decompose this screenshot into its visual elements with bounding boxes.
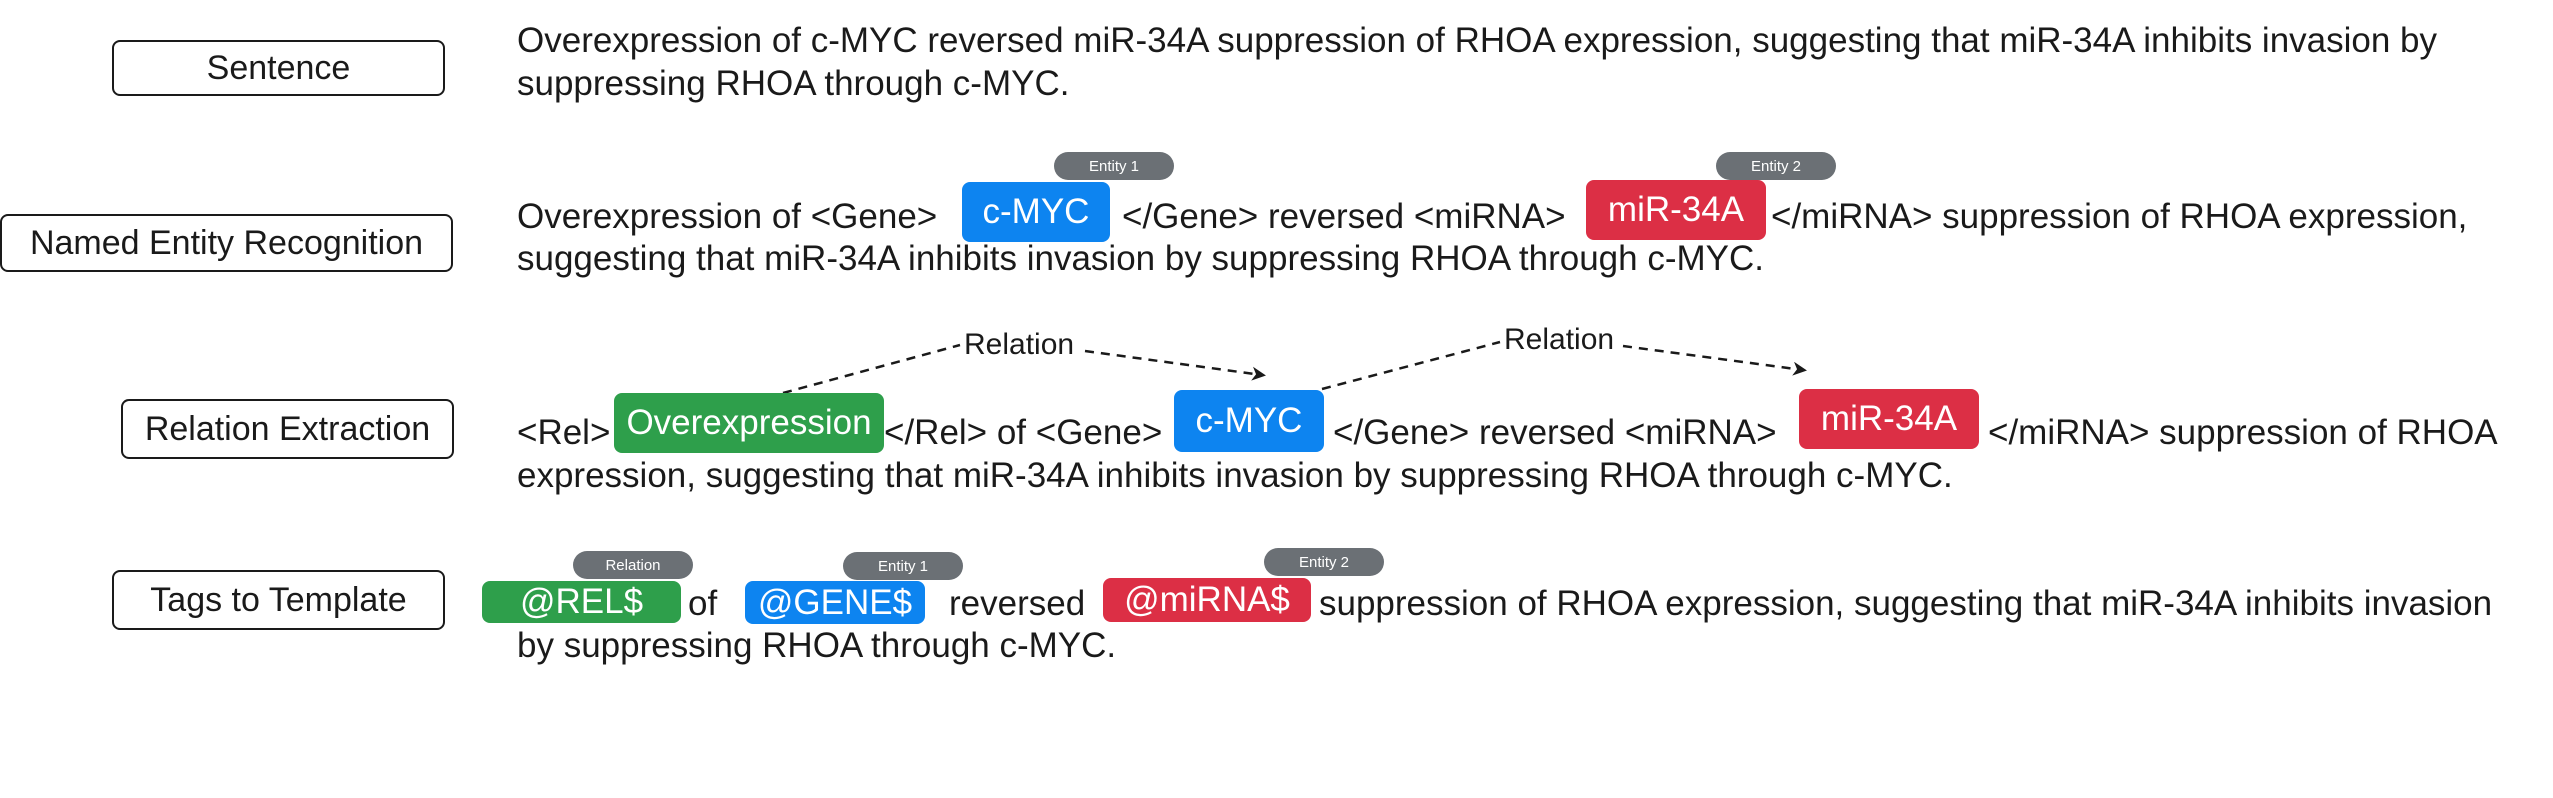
ner-entity2-chip: miR-34A — [1586, 180, 1766, 240]
ner-text-pre: Overexpression of <Gene> — [517, 197, 938, 236]
re-text-post: </miRNA> suppression of RHOA — [1988, 413, 2498, 452]
template-relation-tab: Relation — [573, 551, 693, 579]
ner-stage-label: Named Entity Recognition — [0, 214, 453, 272]
sentence-line-2: suppressing RHOA through c-MYC. — [517, 64, 1070, 103]
template-stage-label: Tags to Template — [112, 570, 445, 630]
ner-entity1-chip: c-MYC — [962, 182, 1110, 242]
sentence-stage-label: Sentence — [112, 40, 445, 96]
re-line-2: expression, suggesting that miR-34A inhi… — [517, 456, 1953, 495]
template-entity2-tab: Entity 2 — [1264, 548, 1384, 576]
ner-text-mid: </Gene> reversed <miRNA> — [1122, 197, 1566, 236]
template-mirna-chip: @miRNA$ — [1103, 578, 1311, 622]
ner-entity1-tab: Entity 1 — [1054, 152, 1174, 180]
relation-arrow-1 — [782, 343, 1262, 395]
template-line-2: by suppressing RHOA through c-MYC. — [517, 626, 1117, 665]
relation-arrow-2-label: Relation — [1502, 323, 1617, 357]
template-text-reversed: reversed — [949, 584, 1086, 623]
re-relation-chip: Overexpression — [614, 393, 884, 453]
re-text-mid2: </Gene> reversed <miRNA> — [1333, 413, 1777, 452]
ner-line-2: suggesting that miR-34A inhibits invasio… — [517, 239, 1764, 278]
relation-arrow-1-label: Relation — [962, 328, 1077, 362]
template-gene-chip: @GENE$ — [745, 581, 925, 624]
ner-entity2-tab: Entity 2 — [1716, 152, 1836, 180]
re-text-pre: <Rel> — [517, 413, 611, 452]
re-entity1-chip: c-MYC — [1174, 390, 1324, 452]
template-entity1-tab: Entity 1 — [843, 552, 963, 580]
template-text-of: of — [688, 584, 718, 623]
re-entity2-chip: miR-34A — [1799, 389, 1979, 449]
ner-text-post: </miRNA> suppression of RHOA expression, — [1771, 197, 2468, 236]
relation-arrow-2 — [1321, 340, 1803, 391]
re-text-mid1: </Rel> of <Gene> — [884, 413, 1163, 452]
template-rel-chip: @REL$ — [482, 581, 681, 623]
re-stage-label: Relation Extraction — [121, 399, 454, 459]
template-text-post: suppression of RHOA expression, suggesti… — [1319, 584, 2493, 623]
sentence-line-1: Overexpression of c-MYC reversed miR-34A… — [517, 21, 2438, 60]
